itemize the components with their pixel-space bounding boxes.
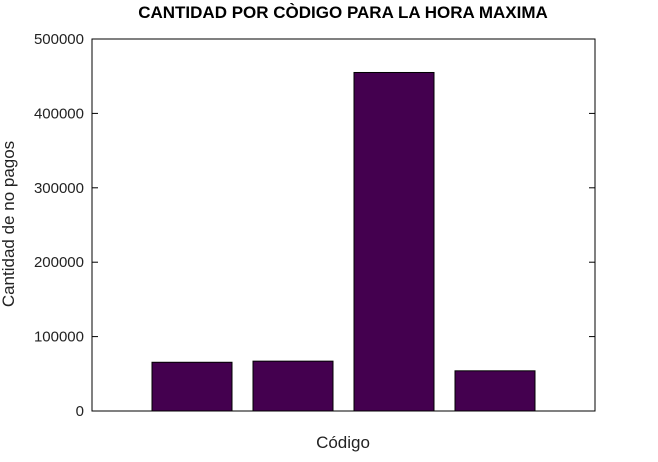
plot-frame: [91, 38, 596, 412]
bars: [151, 71, 536, 412]
y-tick-label: 300000: [34, 180, 84, 197]
y-tick-label: 500000: [34, 31, 84, 48]
bar-1: [151, 361, 233, 412]
bar-3: [353, 71, 435, 412]
chart-title: CANTIDAD POR CÒDIGO PARA LA HORA MAXIMA: [138, 3, 548, 22]
bar-4: [454, 370, 536, 412]
y-tick-label: 200000: [34, 254, 84, 271]
y-axis-ticks: 0 100000 200000 300000 400000 500000: [34, 31, 595, 420]
y-axis-label: Cantidad de no pagos: [0, 141, 18, 307]
y-tick-label: 100000: [34, 329, 84, 346]
y-tick-label: 400000: [34, 105, 84, 122]
x-axis-label: Código: [316, 433, 370, 452]
bar-2: [252, 360, 334, 412]
y-tick-label: 0: [76, 403, 84, 420]
